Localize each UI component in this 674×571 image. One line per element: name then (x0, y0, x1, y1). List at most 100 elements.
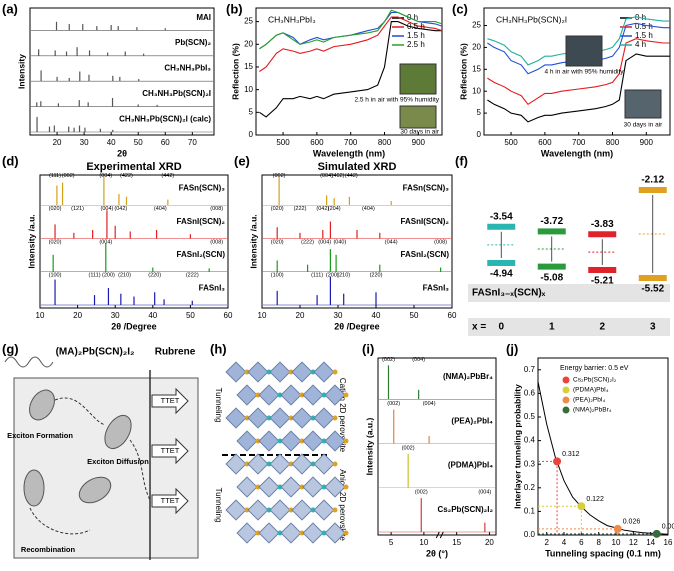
octahedron (313, 499, 335, 521)
atom (255, 484, 261, 490)
vbm-level (487, 259, 516, 266)
plot-frame (377, 357, 497, 536)
vbm-level (588, 266, 617, 273)
octahedron (324, 384, 346, 406)
x-tick-label: 900 (412, 138, 426, 147)
annotation: 30 days in air (400, 129, 439, 136)
point (652, 529, 661, 538)
point (553, 457, 562, 466)
legend-label: 0.5 h (635, 22, 653, 31)
x-tick-label: 30 (111, 311, 120, 320)
x-axis-label: 2θ /Degree (111, 321, 156, 331)
transfer-label: TTET (161, 446, 180, 455)
y-tick-label: 20 (244, 39, 253, 48)
series-line (259, 21, 442, 118)
legend-marker (562, 386, 570, 394)
panel-label: (b) (226, 1, 243, 16)
octahedron (324, 476, 346, 498)
cbm-label: -3.54 (490, 211, 513, 222)
y-axis-label: Reflection (%) (230, 43, 240, 100)
x-tick-label: 800 (378, 138, 392, 147)
atom (266, 369, 272, 375)
series-line (487, 38, 670, 106)
atom (321, 392, 327, 398)
acceptor-label: Rubrene (155, 347, 196, 358)
legend-label: (PDMA)PbI₄ (573, 387, 609, 394)
layer-label: Cation 2D perovskite (338, 378, 347, 453)
atom (321, 438, 327, 444)
octahedron (247, 361, 269, 383)
panel-label: (f) (455, 153, 468, 168)
peak-label: (402) (332, 173, 345, 179)
point (613, 524, 622, 533)
legend-label: 0 h (407, 13, 418, 22)
x-tick-label: 10 (36, 311, 45, 320)
annotation: Energy barrier: 0.5 eV (560, 365, 629, 372)
peak-label: (220) (148, 273, 161, 279)
x-tick-label: 50 (410, 311, 419, 320)
plot-frame (29, 7, 215, 136)
x-tick-label: 60 (448, 311, 457, 320)
octahedron (280, 522, 302, 544)
diffusion-path (29, 397, 151, 535)
peak-label: (020) (271, 206, 284, 212)
plot-frame (483, 7, 671, 136)
octahedron (302, 522, 324, 544)
process-label: Tunneling (214, 388, 223, 423)
series-name: Cs₂Pb(SCN)₂I₂ (437, 505, 493, 514)
atom (343, 392, 349, 398)
y-tick-label: 5 (249, 107, 254, 116)
atom (343, 438, 349, 444)
sample-photo (565, 35, 603, 67)
x-axis-label: Tunneling spacing (0.1 nm) (545, 548, 661, 558)
peak-label: (222) (301, 239, 314, 245)
series-line (259, 16, 443, 72)
guide (538, 505, 582, 535)
atom (266, 507, 272, 513)
fit-curve (537, 381, 669, 535)
octahedron (269, 407, 291, 429)
series-name: FASn(SCN)₃ (179, 184, 226, 193)
x-tick-label: 10 (612, 538, 621, 547)
peak-label: (111) (49, 173, 61, 179)
octahedron (247, 453, 269, 475)
peak-label: (002) (273, 173, 286, 179)
atom (288, 369, 294, 375)
transfer-label: TTET (161, 496, 180, 505)
point-label: 0.312 (562, 451, 580, 458)
chart-title: Simulated XRD (318, 161, 397, 173)
octahedron (302, 476, 324, 498)
vbm-label: -5.21 (591, 276, 614, 287)
octahedron (280, 476, 302, 498)
sample-photo (624, 89, 662, 119)
peak-label: (200) (102, 273, 115, 279)
x-category: 3 (650, 322, 656, 333)
y-tick-label: 15 (244, 62, 253, 71)
point (577, 502, 586, 511)
octahedron (269, 361, 291, 383)
atom (288, 415, 294, 421)
legend-label: 0.5 h (407, 22, 425, 31)
arrow (151, 437, 189, 465)
octahedron (269, 453, 291, 475)
annotation: 4 h in air with 95% humidity (544, 69, 624, 76)
octahedron (236, 384, 258, 406)
x-tick-label: 30 (80, 138, 89, 147)
atom (310, 507, 316, 513)
atom (266, 415, 272, 421)
cbm-label: -3.83 (591, 219, 614, 230)
octahedron (247, 407, 269, 429)
series-line (259, 9, 443, 50)
series-name: FASnI(SCN)₂ (401, 217, 450, 226)
legend-marker (562, 396, 570, 404)
x-tick-label: 700 (572, 138, 586, 147)
layer-label: Anion 2D perovskite (338, 469, 347, 541)
octahedron (302, 430, 324, 452)
panel-label: (i) (362, 341, 374, 356)
x-tick-label: 5 (389, 538, 394, 547)
process-label: Tunneling (214, 488, 223, 523)
x-tick-label: 700 (344, 138, 358, 147)
y-tick-label: 0.2 (524, 483, 536, 492)
peak-label: (004) (99, 173, 112, 179)
plot-frame (537, 357, 669, 536)
